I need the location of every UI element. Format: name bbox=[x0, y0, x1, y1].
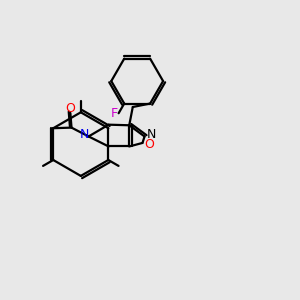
Text: F: F bbox=[110, 107, 118, 120]
Text: N: N bbox=[146, 128, 156, 141]
Text: O: O bbox=[144, 138, 154, 151]
Text: O: O bbox=[65, 102, 75, 115]
Text: N: N bbox=[80, 128, 89, 141]
